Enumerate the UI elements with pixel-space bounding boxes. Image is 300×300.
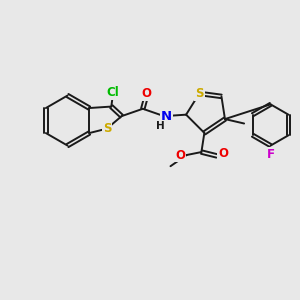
Text: N: N <box>161 110 172 123</box>
Text: O: O <box>141 87 152 100</box>
Text: S: S <box>195 87 204 100</box>
Text: S: S <box>103 122 111 135</box>
Text: O: O <box>175 148 185 161</box>
Text: O: O <box>218 147 228 160</box>
Text: Cl: Cl <box>106 86 119 99</box>
Text: H: H <box>156 122 165 131</box>
Text: F: F <box>267 148 274 161</box>
